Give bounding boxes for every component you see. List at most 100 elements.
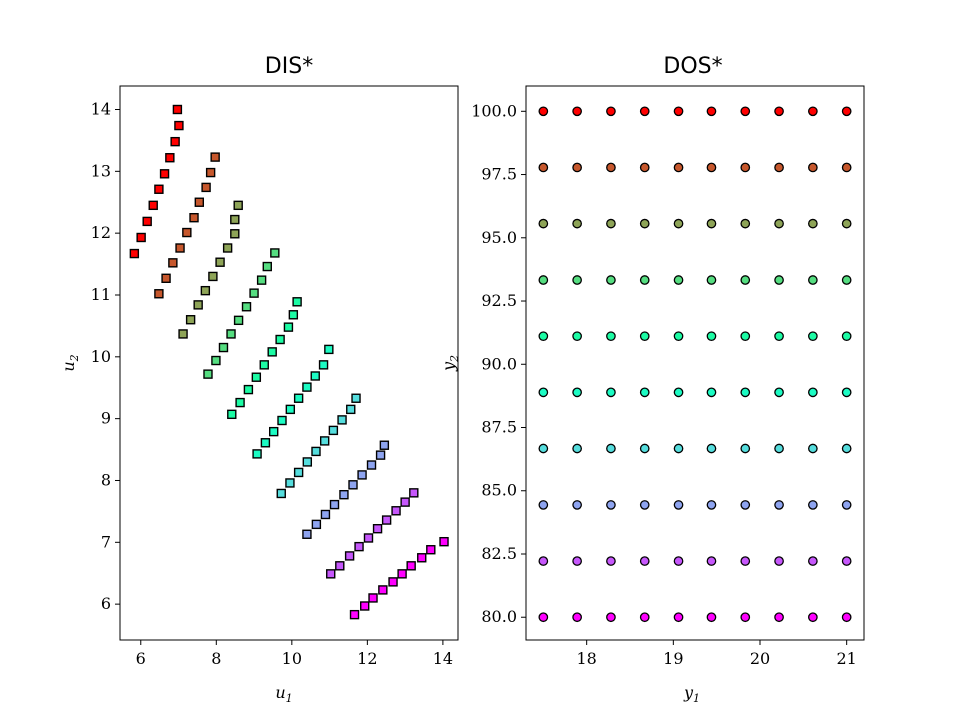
dis-marker xyxy=(349,609,360,620)
dos-marker xyxy=(572,612,582,623)
dos-ytick-label: 90.0 xyxy=(481,354,517,373)
dos-ytick-label: 80.0 xyxy=(481,607,517,626)
dis-marker xyxy=(372,524,383,534)
dos-marker xyxy=(706,218,717,229)
dos-marker xyxy=(572,387,582,398)
dis-marker xyxy=(210,152,220,162)
dos-marker xyxy=(606,556,616,566)
dos-markers xyxy=(538,106,852,623)
dis-marker xyxy=(249,288,259,298)
dis-marker xyxy=(366,460,377,470)
dis-marker xyxy=(378,585,388,595)
dis-marker xyxy=(276,488,286,499)
dis-marker xyxy=(243,384,254,395)
dis-marker xyxy=(148,200,158,211)
dis-marker xyxy=(270,248,280,258)
dos-marker xyxy=(538,500,549,510)
dis-marker xyxy=(328,425,339,436)
dos-marker xyxy=(841,106,852,117)
dis-marker xyxy=(346,404,356,415)
dis-ticks: 6 8 10 12 14 6 7 8 9 10 11 12 13 14 xyxy=(91,99,453,668)
dis-markers xyxy=(129,104,449,620)
dos-marker xyxy=(808,218,818,229)
dos-marker xyxy=(740,275,751,285)
dos-marker xyxy=(706,556,717,566)
dos-marker xyxy=(606,106,616,117)
dos-ticks: 18 19 20 21 80.0 82.5 85.0 87.5 90.0 92.5 95.0 97.5… xyxy=(471,101,857,668)
dos-marker xyxy=(740,106,751,117)
dis-marker xyxy=(208,271,218,282)
dos-marker xyxy=(774,162,784,173)
dis-marker xyxy=(170,136,180,147)
dos-xtick-label: 21 xyxy=(836,649,856,668)
dis-marker xyxy=(185,315,196,325)
dos-marker xyxy=(740,331,751,342)
dis-ytick-label: 13 xyxy=(91,161,111,180)
dis-marker xyxy=(302,457,313,467)
dos-ylabel: y2 xyxy=(439,355,461,372)
dis-marker xyxy=(388,577,398,587)
dis-marker xyxy=(203,369,213,379)
dis-axes-frame xyxy=(119,85,459,641)
dis-marker xyxy=(215,257,225,267)
dos-marker xyxy=(841,612,852,623)
dis-marker xyxy=(426,545,436,555)
dos-marker xyxy=(808,387,818,398)
dos-marker xyxy=(706,500,717,510)
dos-marker xyxy=(572,162,582,173)
dis-marker xyxy=(409,488,419,498)
dis-marker xyxy=(233,200,243,211)
dos-panel: 18 19 20 21 80.0 82.5 85.0 87.5 90.0 92.5 95.0 97.5… xyxy=(439,54,865,705)
dis-marker xyxy=(368,593,378,603)
dis-marker xyxy=(293,393,304,403)
dos-xlabel: y1 xyxy=(683,683,700,705)
dos-marker xyxy=(572,331,582,342)
dos-marker xyxy=(673,500,684,510)
dis-marker xyxy=(379,440,390,450)
dis-ytick-label: 6 xyxy=(101,594,111,613)
dos-marker xyxy=(639,331,650,342)
dis-marker xyxy=(324,344,334,355)
dos-xtick-label: 19 xyxy=(663,649,683,668)
dos-marker xyxy=(774,556,784,566)
dos-xtick-label: 20 xyxy=(750,649,770,668)
dos-marker xyxy=(841,387,852,398)
dos-marker xyxy=(572,556,582,566)
dos-marker xyxy=(706,331,717,342)
dos-marker xyxy=(639,387,650,398)
dos-marker xyxy=(841,162,852,173)
dos-marker xyxy=(740,612,751,623)
dos-marker xyxy=(606,331,616,342)
dis-marker xyxy=(344,551,355,561)
dis-marker xyxy=(174,120,184,131)
dos-marker xyxy=(774,387,784,398)
dos-marker xyxy=(639,612,650,623)
dis-ytick-label: 9 xyxy=(101,409,111,428)
dis-marker xyxy=(357,470,367,480)
dos-marker xyxy=(606,387,616,398)
dis-marker xyxy=(211,355,221,366)
dis-marker xyxy=(275,334,285,345)
dos-marker xyxy=(774,500,784,510)
dos-marker xyxy=(538,162,549,173)
dos-marker xyxy=(808,443,818,454)
dos-marker xyxy=(706,162,717,173)
dis-title: DIS* xyxy=(265,54,313,79)
dos-marker xyxy=(808,331,818,342)
dos-ytick-label: 95.0 xyxy=(481,228,517,247)
dis-marker xyxy=(230,214,240,225)
dis-marker xyxy=(267,347,277,357)
dos-marker xyxy=(774,612,784,623)
dos-marker xyxy=(538,612,549,623)
dis-marker xyxy=(178,329,188,339)
dis-marker xyxy=(277,415,287,426)
dis-marker xyxy=(439,536,449,547)
dis-ytick-label: 10 xyxy=(91,347,111,366)
dis-marker xyxy=(218,342,229,353)
dis-marker xyxy=(310,371,320,381)
dos-marker xyxy=(706,443,717,454)
dos-ytick-label: 97.5 xyxy=(481,165,517,184)
dos-marker xyxy=(673,387,684,398)
dos-marker xyxy=(808,556,818,566)
